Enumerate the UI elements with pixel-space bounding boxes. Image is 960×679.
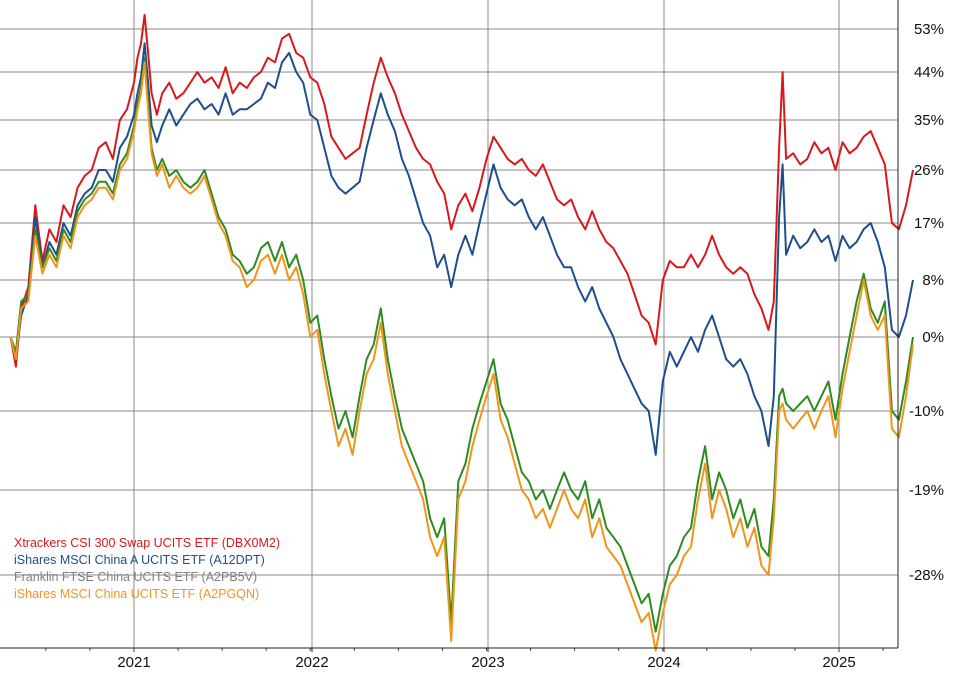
x-tick-label: 2025	[822, 654, 855, 671]
legend-entry: Xtrackers CSI 300 Swap UCITS ETF (DBX0M2…	[14, 536, 280, 550]
y-tick-label: 17%	[914, 215, 944, 232]
axes: 53% 44% 35% 26% 17% 8% 0% -10% -19% -28% 2021 2022 2…	[0, 0, 944, 671]
x-tick-label: 2021	[117, 654, 150, 671]
y-tick-label: -19%	[909, 482, 944, 499]
x-tick-label: 2024	[647, 654, 680, 671]
y-tick-label: 53%	[914, 21, 944, 38]
y-tick-label: 44%	[914, 64, 944, 81]
y-tick-label: -10%	[909, 403, 944, 420]
legend-entry: Franklin FTSE China UCITS ETF (A2PB5V)	[14, 570, 257, 584]
y-tick-label: 8%	[922, 272, 944, 289]
legend-entry: iShares MSCI China UCITS ETF (A2PGQN)	[14, 587, 259, 601]
series-line-1	[9, 13, 914, 368]
legend-entry: iShares MSCI China A UCITS ETF (A12DPT)	[14, 553, 265, 567]
legend: Xtrackers CSI 300 Swap UCITS ETF (DBX0M2…	[14, 536, 280, 601]
y-tick-label: 0%	[922, 329, 944, 346]
series-lines	[9, 13, 914, 652]
y-tick-label: -28%	[909, 567, 944, 584]
y-tick-label: 35%	[914, 112, 944, 129]
series-line-2	[9, 42, 914, 456]
y-tick-label: 26%	[914, 162, 944, 179]
series-line-4	[9, 61, 914, 652]
x-tick-label: 2023	[471, 654, 504, 671]
x-tick-label: 2022	[295, 654, 328, 671]
